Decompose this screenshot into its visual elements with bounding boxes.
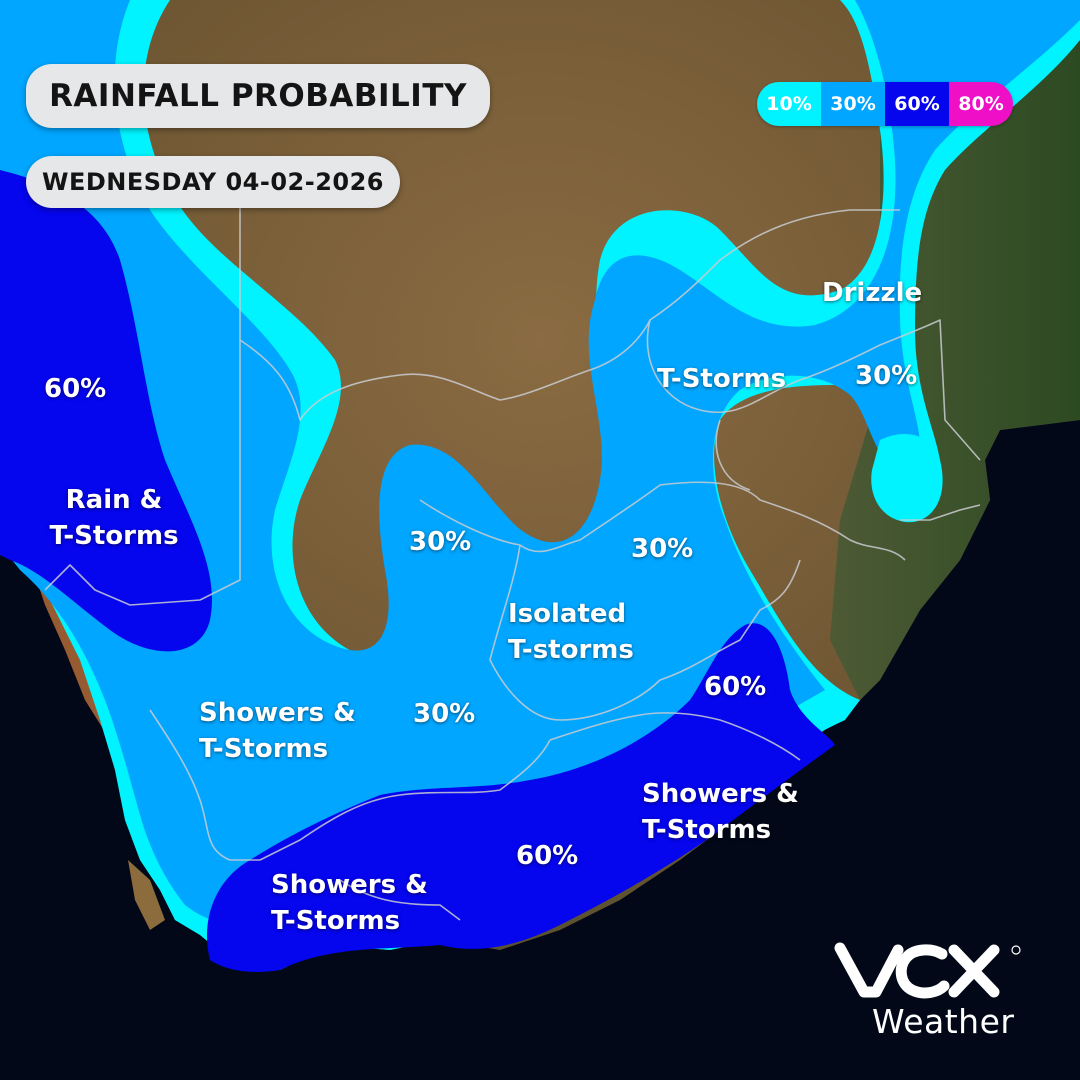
label-showers-west: Showers & T-Storms <box>199 695 356 767</box>
label-showers-south: Showers & T-Storms <box>271 867 428 939</box>
label-line: T-Storms <box>49 521 179 551</box>
map-title: RAINFALL PROBABILITY <box>26 64 490 128</box>
label-isolated-tstorms: Isolated T-storms <box>508 596 634 668</box>
label-drizzle: Drizzle <box>822 278 923 308</box>
label-northcape-pct: 30% <box>409 527 472 557</box>
label-central-pct: 30% <box>631 534 694 564</box>
label-line: Rain & <box>65 485 163 515</box>
label-northeast-pct: 30% <box>855 361 918 391</box>
label-southwest-pct: 30% <box>413 699 476 729</box>
label-west-rain: Rain & T-Storms <box>38 482 190 554</box>
label-line: Showers & <box>271 870 428 900</box>
label-tstorms-north: T-Storms <box>657 364 787 394</box>
label-line: Isolated <box>508 599 627 629</box>
label-line: T-Storms <box>271 906 401 936</box>
label-line: Showers & <box>642 779 799 809</box>
legend-item-80: 80% <box>949 82 1013 126</box>
label-line: T-storms <box>508 635 634 665</box>
band-60-south <box>206 623 836 972</box>
label-line: Showers & <box>199 698 356 728</box>
label-showers-east: Showers & T-Storms <box>642 776 799 848</box>
probability-legend: 10% 30% 60% 80% <box>757 82 1013 126</box>
label-west-pct: 60% <box>44 374 107 404</box>
borders <box>44 200 981 921</box>
label-line: T-Storms <box>642 815 772 845</box>
vox-logo-mark <box>834 942 1021 999</box>
forecast-date: WEDNESDAY 04-02-2026 <box>26 156 400 208</box>
band-60-west <box>0 170 212 652</box>
band-30-main <box>0 0 1080 925</box>
legend-item-60: 60% <box>885 82 949 126</box>
label-line: T-Storms <box>199 734 329 764</box>
label-south-pct: 60% <box>516 841 579 871</box>
vox-weather-logo: Weather <box>834 940 1024 1050</box>
band-10-island <box>871 434 943 523</box>
legend-item-10: 10% <box>757 82 821 126</box>
legend-item-30: 30% <box>821 82 885 126</box>
logo-wordmark: Weather <box>872 1002 1015 1041</box>
label-east-pct: 60% <box>704 672 767 702</box>
southwest-coast <box>128 860 165 930</box>
